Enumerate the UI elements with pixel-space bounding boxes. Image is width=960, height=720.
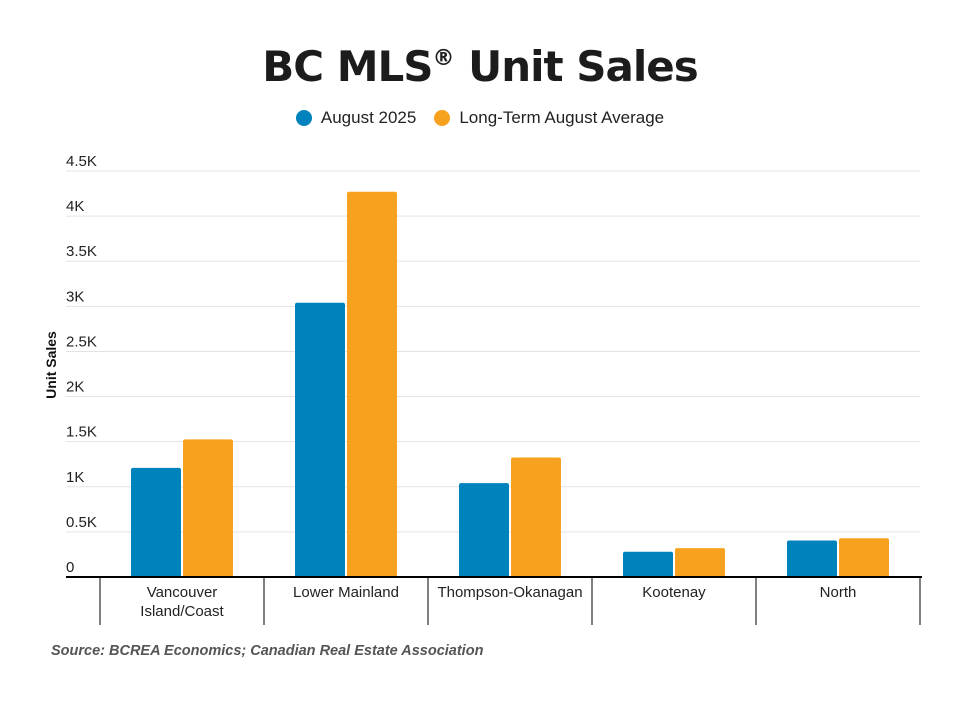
x-tick-label: Lower Mainland xyxy=(293,584,399,601)
y-tick-label: 2.5K xyxy=(66,333,97,350)
bar-long-term-average xyxy=(183,439,233,577)
y-tick-label: 1K xyxy=(66,469,84,486)
legend-label: Long-Term August Average xyxy=(459,108,665,127)
x-tick-label: Vancouver xyxy=(147,584,218,601)
legend-label: August 2025 xyxy=(320,108,417,127)
x-tick-label: Thompson-Okanagan xyxy=(437,584,582,601)
y-tick-label: 4.5K xyxy=(66,153,97,170)
bar-long-term-average xyxy=(347,191,397,578)
title-text-rest: Unit Sales xyxy=(454,42,699,91)
legend-item-long-term-average[interactable]: Long-Term August Average xyxy=(434,108,664,128)
bar-long-term-average xyxy=(839,538,889,577)
bar-long-term-average xyxy=(511,457,561,577)
y-tick-label: 1.5K xyxy=(66,424,97,441)
bar-long-term-average xyxy=(675,548,725,577)
legend: August 2025 Long-Term August Average xyxy=(0,108,960,128)
bar-august-2025 xyxy=(787,540,837,577)
y-tick-label: 3.5K xyxy=(66,243,97,260)
title-text: BC MLS xyxy=(262,42,433,91)
y-tick-label: 4K xyxy=(66,198,84,215)
y-axis-label: Unit Sales xyxy=(43,331,59,399)
y-tick-label: 3K xyxy=(66,288,84,305)
x-tick-label: Kootenay xyxy=(642,584,706,601)
x-tick-label: North xyxy=(820,584,857,601)
y-tick-label: 0.5K xyxy=(66,514,97,531)
y-tick-label: 0 xyxy=(66,559,74,576)
legend-swatch-blue-icon xyxy=(295,110,312,126)
legend-item-august-2025[interactable]: August 2025 xyxy=(295,108,417,128)
registered-mark: ® xyxy=(432,46,455,71)
legend-swatch-orange-icon xyxy=(434,110,451,126)
source-note: Source: BCREA Economics; Canadian Real E… xyxy=(51,643,484,659)
bar-august-2025 xyxy=(131,467,181,577)
y-tick-label: 2K xyxy=(66,379,84,396)
bar-august-2025 xyxy=(623,551,673,577)
bar-august-2025 xyxy=(295,302,345,577)
x-tick-label: Island/Coast xyxy=(140,603,224,620)
bar-august-2025 xyxy=(459,483,509,577)
chart-title: BC MLS® Unit Sales xyxy=(0,42,960,91)
